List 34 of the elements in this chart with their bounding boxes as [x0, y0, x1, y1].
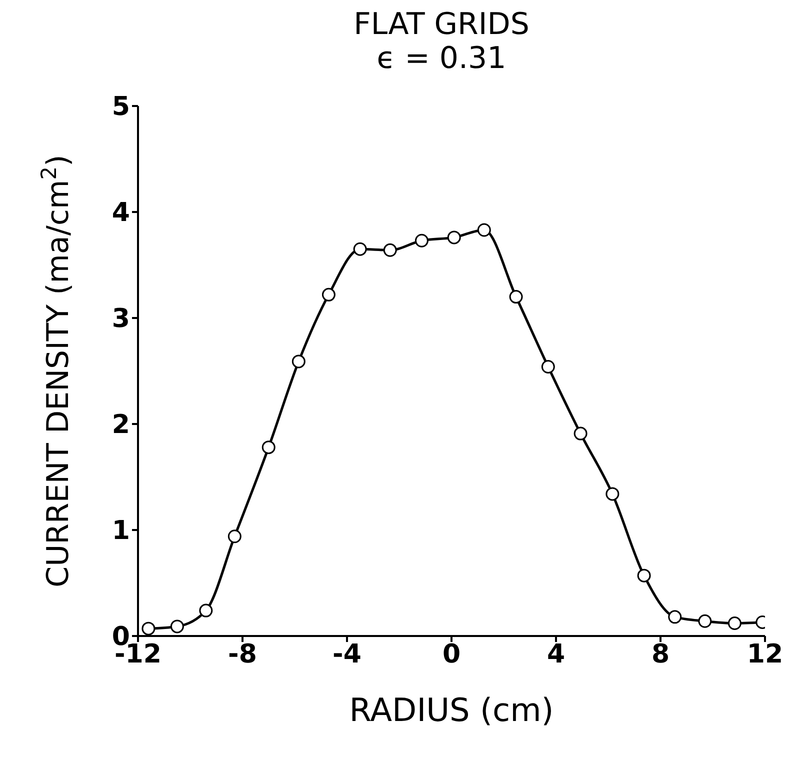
chart-subtitle: ϵ = 0.31 — [376, 41, 508, 76]
point — [414, 234, 428, 248]
point — [637, 568, 651, 582]
point — [199, 604, 213, 618]
x-tick-label: 12 — [746, 639, 784, 670]
point — [447, 230, 461, 244]
point — [698, 614, 712, 628]
y-tick-label: 3 — [112, 304, 130, 334]
point — [170, 620, 184, 634]
y-tick-label: 4 — [112, 198, 130, 228]
y-tick-label: 5 — [112, 92, 130, 122]
x-axis-title: RADIUS (cm) — [349, 691, 554, 729]
point — [606, 487, 620, 501]
point — [262, 440, 276, 454]
y-tick-label: 1 — [112, 516, 130, 546]
x-tick-label: 8 — [651, 639, 670, 670]
point — [353, 242, 367, 256]
point — [142, 622, 156, 636]
point — [509, 290, 523, 304]
point — [728, 616, 742, 630]
point — [574, 426, 588, 440]
point — [383, 243, 397, 257]
point — [477, 223, 491, 237]
point — [292, 354, 306, 368]
x-tick-label: -8 — [228, 639, 257, 670]
point — [668, 610, 682, 624]
point — [541, 360, 555, 374]
point — [322, 288, 336, 302]
y-tick-label: 2 — [112, 410, 130, 440]
point — [228, 530, 242, 544]
chart-title: FLAT GRIDS — [352, 7, 530, 42]
x-tick-label: 4 — [546, 639, 566, 670]
x-tick-label: -4 — [332, 639, 362, 670]
x-tick-label: 0 — [442, 639, 461, 670]
